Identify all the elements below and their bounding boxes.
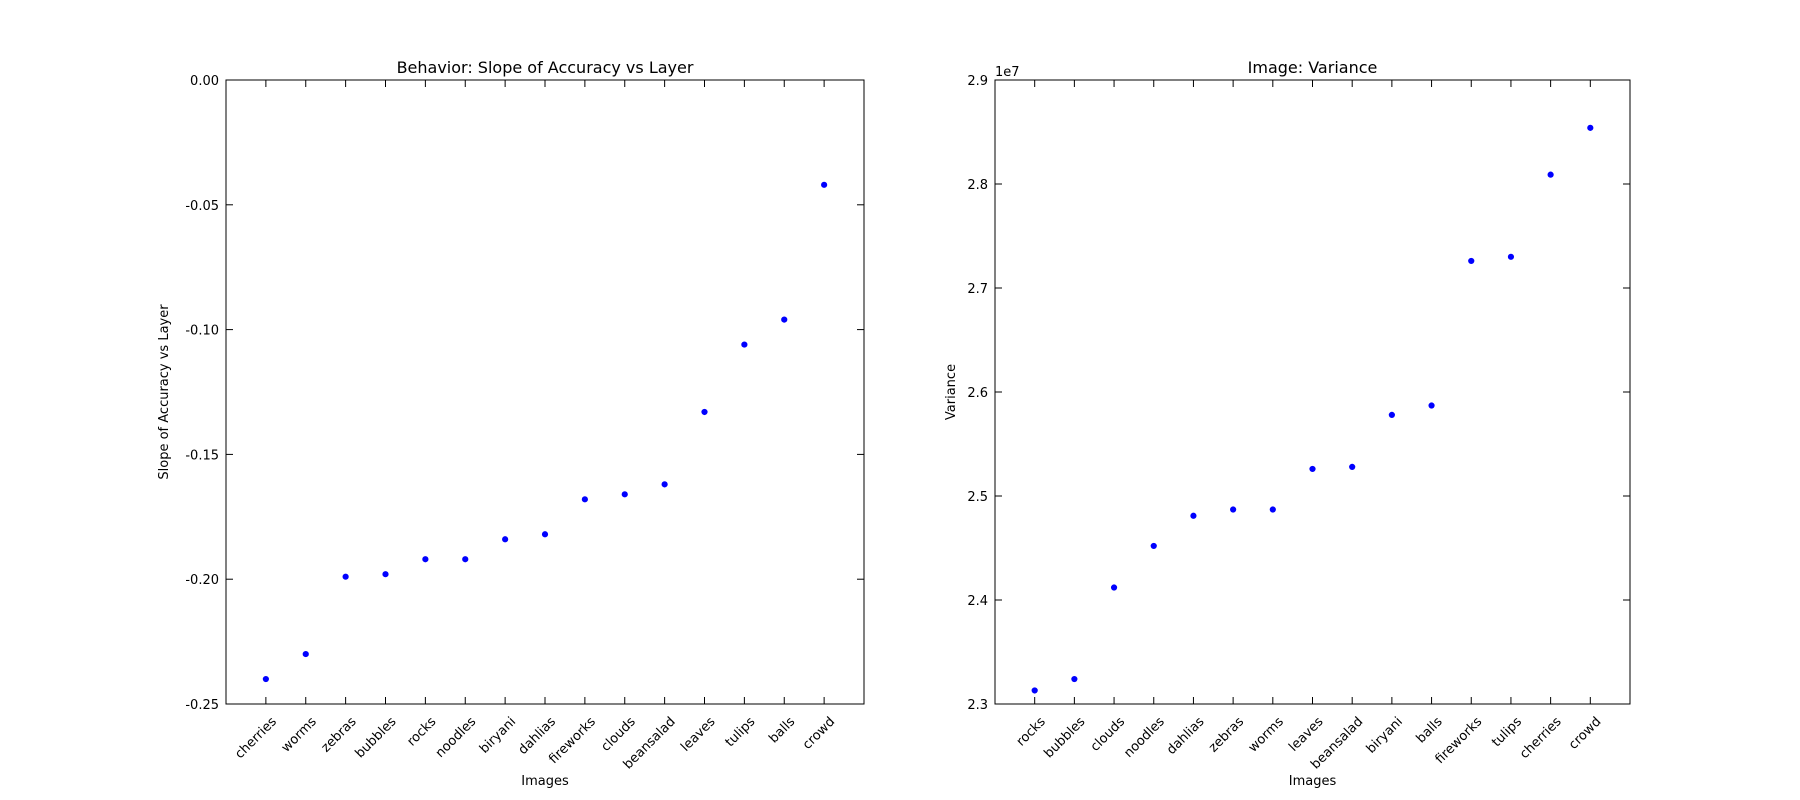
- x-tick-label: dahlias: [1164, 714, 1208, 758]
- y-tick-label: -0.20: [185, 573, 219, 588]
- data-point: [462, 556, 469, 563]
- data-point: [581, 496, 588, 503]
- data-point: [1230, 506, 1237, 513]
- x-tick-label: noodles: [433, 714, 480, 761]
- y-tick-label: -0.25: [185, 698, 219, 713]
- plot-frame: [994, 79, 1631, 705]
- chart-title: Image: Variance: [1248, 58, 1378, 77]
- data-point: [821, 181, 828, 188]
- y-axis-label: Slope of Accuracy vs Layer: [157, 304, 172, 480]
- x-tick-label: rocks: [404, 714, 439, 749]
- data-point: [1428, 402, 1435, 409]
- y-tick-label: 2.9: [967, 74, 988, 89]
- y-tick-label: 2.6: [967, 386, 988, 401]
- data-point: [382, 571, 389, 578]
- x-tick-label: noodles: [1121, 714, 1168, 761]
- x-tick-label: biryani: [477, 714, 519, 756]
- data-point: [621, 491, 628, 498]
- x-axis-label: Images: [521, 774, 569, 789]
- data-point: [422, 556, 429, 563]
- x-tick-label: worms: [1246, 714, 1287, 755]
- x-tick-label: cherries: [1517, 714, 1565, 762]
- y-tick-label: 2.7: [967, 282, 988, 297]
- x-tick-label: balls: [766, 714, 798, 746]
- x-tick-label: leaves: [678, 714, 718, 754]
- x-tick-label: balls: [1414, 714, 1446, 746]
- x-tick-label: crowd: [1566, 714, 1604, 752]
- x-tick-label: biryani: [1364, 714, 1406, 756]
- x-tick-label: bubbles: [1041, 714, 1088, 761]
- y-axis-label: Variance: [944, 364, 959, 420]
- data-point: [1309, 465, 1316, 473]
- data-point: [701, 408, 708, 416]
- data-point: [1349, 463, 1356, 470]
- data-point: [1190, 512, 1197, 519]
- y-tick-label: -0.05: [185, 199, 219, 214]
- y-offset-label: 1e7: [995, 65, 1020, 80]
- x-tick-label: zebras: [1206, 714, 1247, 755]
- x-tick-label: crowd: [800, 714, 838, 752]
- data-point: [502, 536, 509, 543]
- data-point: [1031, 687, 1038, 694]
- data-point: [1269, 506, 1276, 513]
- chart-1: Behavior: Slope of Accuracy vs Layer -0.2…: [157, 58, 865, 789]
- data-point: [1507, 253, 1515, 260]
- data-point: [1150, 542, 1157, 550]
- x-axis-label: Images: [1289, 774, 1337, 789]
- x-tick-label: worms: [279, 714, 320, 755]
- y-tick-label: 0.00: [190, 74, 219, 89]
- y-tick-label: 2.3: [967, 698, 988, 713]
- x-tick-label: cherries: [232, 714, 280, 762]
- data-point: [541, 531, 549, 538]
- plot-frame: [225, 79, 865, 705]
- data-point: [1468, 257, 1475, 265]
- y-tick-label: -0.15: [185, 448, 219, 463]
- data-point: [1110, 584, 1118, 591]
- data-point: [781, 316, 788, 323]
- chart-title: Behavior: Slope of Accuracy vs Layer: [397, 58, 694, 77]
- data-point: [1587, 124, 1594, 131]
- data-point: [741, 341, 748, 348]
- y-tick-label: 2.4: [967, 594, 988, 609]
- data-point: [302, 650, 309, 658]
- chart-2: Image: Variance 2.3 2.4 2.5 2.6 2.7 2.8 2.9 1e7 r…: [944, 58, 1631, 789]
- x-tick-label: bubbles: [353, 714, 400, 761]
- data-point: [661, 481, 668, 488]
- data-point: [1388, 411, 1395, 418]
- x-tick-label: tulips: [723, 714, 759, 750]
- data-point: [1547, 171, 1554, 178]
- y-tick-label: 2.5: [967, 490, 988, 505]
- x-tick-label: rocks: [1014, 714, 1049, 749]
- data-point: [262, 675, 269, 683]
- y-tick-label: -0.10: [185, 324, 219, 339]
- data-point: [1071, 675, 1078, 683]
- y-tick-label: 2.8: [967, 178, 988, 193]
- data-point: [342, 573, 349, 580]
- x-tick-label: tulips: [1489, 714, 1525, 750]
